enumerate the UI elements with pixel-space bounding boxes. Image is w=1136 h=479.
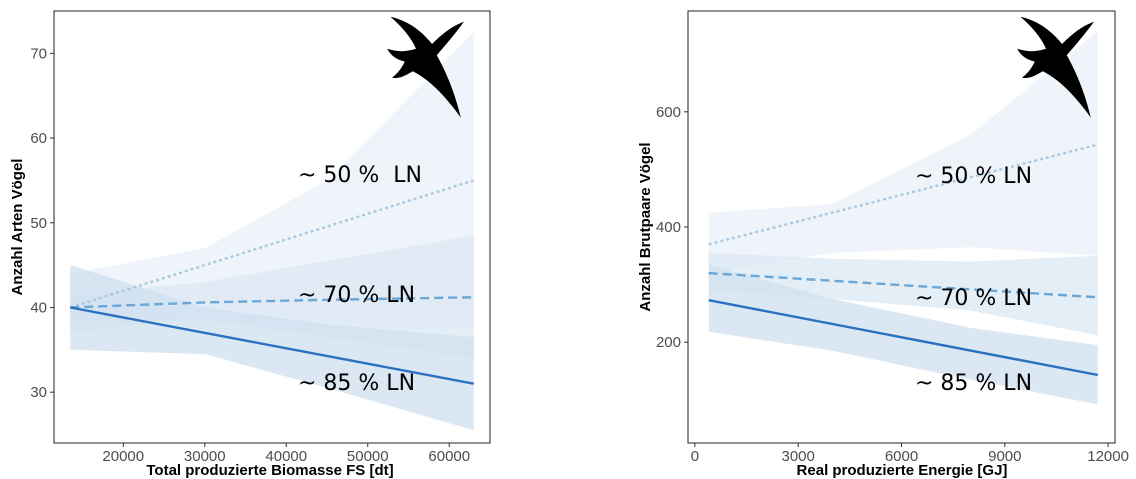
annotation-50-percent-ln: ~ 50 % LN <box>298 163 422 188</box>
annotation-70-percent-ln: ~ 70 % LN <box>298 283 415 308</box>
y-tick-label: 30 <box>30 384 47 401</box>
y-axis-ticks: 200 400 600 <box>656 104 688 351</box>
y-tick-label: 50 <box>30 215 47 232</box>
x-tick-label: 0 <box>691 448 699 465</box>
trend-line <box>70 296 474 309</box>
trend-lines <box>69 179 475 385</box>
x-tick-label: 3000 <box>782 448 815 465</box>
annotation-85-percent-ln: ~ 85 % LN <box>298 371 415 396</box>
y-tick-label: 60 <box>30 130 47 147</box>
x-axis-title: Total produzierte Biomasse FS [dt] <box>146 462 393 479</box>
x-axis-ticks: 0 3000 6000 9000 12000 <box>691 443 1129 465</box>
trend-lines <box>708 143 1099 377</box>
x-axis-title: Real produzierte Energie [GJ] <box>797 462 1008 479</box>
x-tick-label: 12000 <box>1087 448 1129 465</box>
trend-line <box>708 299 1099 377</box>
confidence-band <box>70 235 474 359</box>
chart-panel-energy: 0 3000 6000 9000 12000 200 400 600 ~ 50 % LN ~… <box>637 10 1129 479</box>
swift-bird-icon <box>387 16 464 118</box>
y-tick-label: 40 <box>30 299 47 316</box>
y-axis-title: Anzahl Brutpaare Vögel <box>637 142 654 311</box>
annotation-70-percent-ln: ~ 70 % LN <box>915 286 1032 311</box>
x-tick-label: 20000 <box>102 448 144 465</box>
confidence-bands <box>708 31 1098 405</box>
y-axis-title: Anzahl Arten Vögel <box>9 159 26 296</box>
confidence-band <box>70 265 474 431</box>
x-tick-label: 50000 <box>347 448 389 465</box>
confidence-band <box>708 31 1098 274</box>
y-tick-label: 600 <box>656 104 681 121</box>
annotation-50-percent-ln: ~ 50 % LN <box>915 164 1032 189</box>
y-axis-ticks: 30 40 50 60 70 <box>30 45 54 401</box>
y-tick-label: 200 <box>656 334 681 351</box>
confidence-band <box>708 252 1098 336</box>
x-tick-label: 30000 <box>184 448 226 465</box>
y-tick-label: 400 <box>656 219 681 236</box>
annotation-85-percent-ln: ~ 85 % LN <box>915 371 1032 396</box>
confidence-bands <box>70 32 474 431</box>
trend-line <box>70 306 474 385</box>
x-tick-label: 40000 <box>265 448 307 465</box>
confidence-band <box>708 264 1098 405</box>
x-tick-label: 60000 <box>428 448 470 465</box>
trend-line <box>69 179 475 309</box>
x-axis-ticks: 20000 30000 40000 50000 60000 <box>102 443 470 465</box>
x-tick-label: 6000 <box>885 448 918 465</box>
x-tick-label: 9000 <box>988 448 1021 465</box>
swift-bird-icon <box>1017 16 1094 118</box>
y-tick-label: 70 <box>30 45 47 62</box>
trend-line <box>708 271 1098 299</box>
chart-panel-biomass: 20000 30000 40000 50000 60000 30 40 50 60 70 ~ 5… <box>9 10 491 479</box>
trend-line <box>708 143 1099 246</box>
